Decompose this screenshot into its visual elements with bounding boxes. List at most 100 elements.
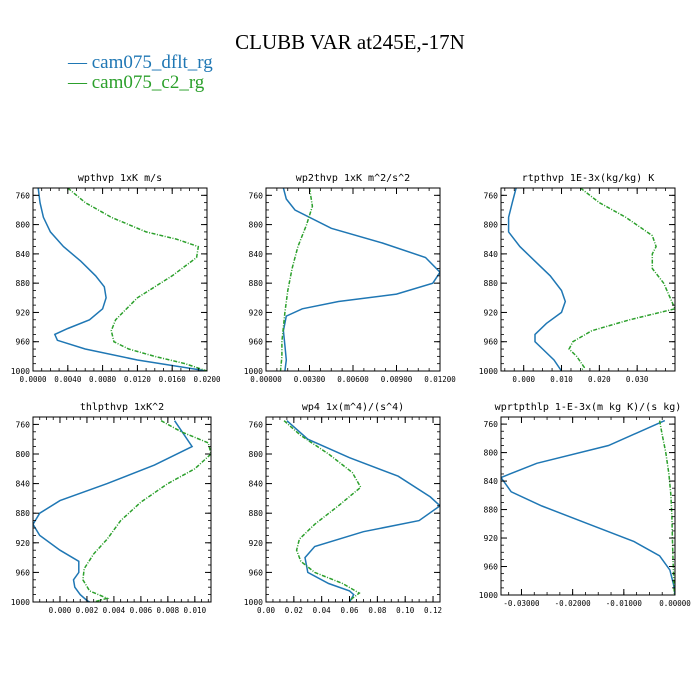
series-line-c2 [279,188,314,371]
y-tick-label: 960 [249,338,264,347]
subplot-3: thlpthvp 1xK^2 760 800 840 880 920 960 1000 0.00… [11,402,212,615]
y-tick-label: 880 [249,509,264,518]
x-tick-label: 0.0160 [159,375,187,384]
y-tick-label: 960 [484,338,499,347]
x-tick-label: 0.00 [257,606,276,615]
series-line-dflt [37,188,207,371]
x-tick-label: 0.0000 [19,375,47,384]
y-tick-label: 840 [16,250,31,259]
y-tick-label: 800 [16,450,31,459]
y-tick-label: 840 [249,480,264,489]
y-tick-label: 1000 [244,598,263,607]
x-tick-label: 0.00900 [381,375,413,384]
y-tick-label: 840 [249,250,264,259]
y-tick-label: 800 [249,450,264,459]
y-tick-label: 880 [16,509,31,518]
y-tick-label: 920 [16,308,31,317]
y-tick-label: 1000 [479,367,498,376]
series-line-dflt [507,188,567,371]
y-tick-label: 840 [484,250,499,259]
y-tick-label: 960 [16,338,31,347]
subplot-2: rtpthvp 1E-3x(kg/kg) K 760 800 840 880 920 960… [479,173,676,384]
x-tick-label: -0.03000 [503,599,540,608]
x-tick-label: 0.08 [368,606,387,615]
y-tick-label: 960 [249,568,264,577]
x-tick-label: -0.02000 [555,599,592,608]
subplot-5: wprtpthlp 1-E-3x(m kg K)/(s kg) 760 800 840… [479,402,692,608]
x-tick-label: 0.030 [626,375,649,384]
legend-item-dflt: — cam075_dflt_rg [68,52,213,73]
y-tick-label: 920 [16,539,31,548]
y-tick-label: 840 [16,480,31,489]
axes-frame [265,187,441,372]
series-line-c2 [568,188,675,371]
y-tick-label: 840 [484,477,499,486]
series-line-dflt [501,419,675,595]
x-tick-label: 0.002 [76,606,99,615]
y-tick-label: 1000 [11,367,30,376]
y-tick-label: 920 [249,308,264,317]
subplot-title: wprtpthlp 1-E-3x(m kg K)/(s kg) [495,402,682,413]
y-tick-label: 880 [249,279,264,288]
y-tick-label: 800 [484,449,499,458]
axes-frame [32,187,208,372]
x-tick-label: 0.004 [103,606,126,615]
subplot-4: wp4 1x(m^4)/(s^4)76080084088092096010000… [244,402,442,615]
x-tick-label: 0.010 [184,606,207,615]
x-tick-label: 0.04 [313,606,332,615]
subplot-0: wpthvp 1xK m/s76080084088092096010000.00… [11,173,221,384]
x-tick-label: 0.0120 [124,375,152,384]
x-tick-label: 0.01200 [424,375,456,384]
x-tick-label: 0.006 [130,606,153,615]
subplot-title: thlpthvp 1xK^2 [80,402,164,413]
x-tick-label: 0.00600 [337,375,369,384]
chart-title: CLUBB VAR at245E,-17N [235,30,465,54]
x-tick-label: 0.00000 [659,599,691,608]
y-tick-label: 760 [249,191,264,200]
subplot-title: rtpthvp 1E-3x(kg/kg) K [522,173,654,184]
series-line-c2 [283,420,362,602]
legend-item-c2: — cam075_c2_rg [68,72,205,93]
y-tick-label: 800 [484,221,499,230]
y-tick-label: 760 [249,420,264,429]
x-tick-label: 0.000 [49,606,72,615]
y-tick-label: 880 [484,506,499,515]
y-tick-label: 760 [16,191,31,200]
x-tick-label: 0.0200 [193,375,221,384]
x-tick-label: 0.02 [285,606,303,615]
y-tick-label: 880 [484,279,499,288]
y-tick-label: 920 [249,539,264,548]
x-tick-label: 0.12 [424,606,442,615]
y-tick-label: 760 [484,191,499,200]
x-tick-label: -0.01000 [606,599,643,608]
x-tick-label: 0.00000 [250,375,282,384]
series-line-c2 [67,188,207,371]
y-tick-label: 1000 [11,598,30,607]
y-tick-label: 800 [249,221,264,230]
subplot-title: wp4 1x(m^4)/(s^4) [302,402,404,413]
y-tick-label: 1000 [479,591,498,600]
x-tick-label: 0.10 [396,606,415,615]
x-tick-label: 0.0080 [89,375,117,384]
y-tick-label: 760 [484,420,499,429]
axes-frame [500,416,676,596]
x-tick-label: 0.00300 [294,375,326,384]
y-tick-label: 1000 [244,367,263,376]
x-tick-label: 0.020 [588,375,611,384]
x-tick-label: 0.008 [157,606,180,615]
series-line-dflt [33,420,194,602]
subplot-title: wpthvp 1xK m/s [78,173,162,184]
y-tick-label: 960 [484,563,499,572]
axes-frame [265,416,441,603]
x-tick-label: 0.000 [512,375,535,384]
subplot-1: wp2thvp 1xK m^2/s^2 760 800 840 880 920 960 100… [244,173,457,384]
series-line-dflt [282,188,440,371]
series-line-dflt [286,420,440,602]
y-tick-label: 760 [16,420,31,429]
series-line-c2 [658,420,675,595]
x-tick-label: 0.010 [550,375,573,384]
x-tick-label: 0.06 [340,606,359,615]
subplot-title: wp2thvp 1xK m^2/s^2 [296,173,410,184]
y-tick-label: 960 [16,568,31,577]
